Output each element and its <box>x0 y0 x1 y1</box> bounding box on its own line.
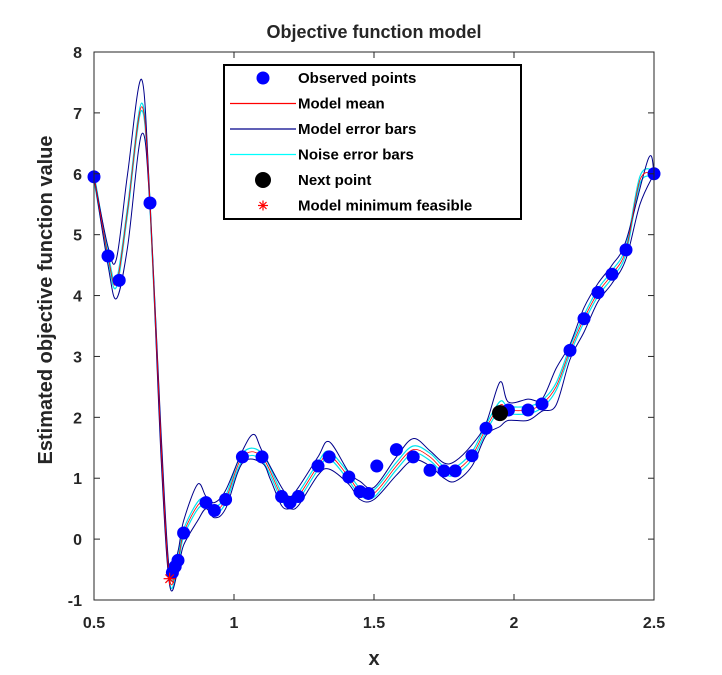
plot-area: 0.5 1 1.5 2 2.5 -1 0 1 2 3 4 5 6 7 8 <box>68 45 665 632</box>
observed-point <box>322 450 336 464</box>
legend-label: Model minimum feasible <box>298 198 472 215</box>
observed-point <box>591 286 605 300</box>
observed-point <box>479 421 493 435</box>
legend-label: Noise error bars <box>298 147 414 164</box>
legend-label: Observed points <box>298 70 416 87</box>
observed-point <box>465 449 479 463</box>
y-axis-label: Estimated objective function value <box>35 136 57 465</box>
y-tick-label: 0 <box>73 532 82 549</box>
y-tick-label: 3 <box>73 349 82 366</box>
y-tick-label: 6 <box>73 167 82 184</box>
observed-point <box>389 443 403 457</box>
observed-point <box>143 196 157 210</box>
model-error-lower-line <box>93 132 655 592</box>
y-tick-label: 1 <box>73 471 82 488</box>
legend-entry: Model mean <box>230 96 385 113</box>
observed-point <box>311 459 325 473</box>
observed-point <box>577 312 591 326</box>
x-tick-label: 2 <box>510 615 519 632</box>
observed-point <box>219 493 233 507</box>
legend-label: Model mean <box>298 96 385 113</box>
legend-entry: Observed points <box>256 70 416 87</box>
legend-entry: Model minimum feasible <box>258 198 472 215</box>
legend-entry: Next point <box>255 172 371 189</box>
observed-point <box>342 470 356 484</box>
legend-symbol <box>256 71 270 85</box>
legend-label: Model error bars <box>298 121 416 138</box>
x-tick-label: 1.5 <box>363 615 385 632</box>
legend-symbol <box>255 172 271 188</box>
observed-point <box>563 343 577 357</box>
observed-point <box>535 397 549 411</box>
observed-point <box>361 486 375 500</box>
observed-point <box>406 450 420 464</box>
observed-point <box>619 243 633 257</box>
observed-point <box>370 459 384 473</box>
y-tick-label: -1 <box>68 593 82 610</box>
y-tick-label: 4 <box>73 289 82 306</box>
y-tick-label: 8 <box>73 45 82 62</box>
markers-layer <box>87 167 661 585</box>
legend: Observed points Model mean Model error bar… <box>223 64 522 220</box>
model-minimum-feasible-marker <box>163 572 176 585</box>
x-axis-label: x <box>368 648 379 670</box>
next-point-marker <box>492 405 508 422</box>
observed-point <box>605 267 619 281</box>
observed-point <box>255 450 269 464</box>
model-error-upper-line <box>93 78 655 580</box>
observed-point <box>101 249 115 263</box>
legend-symbol <box>258 200 268 211</box>
observed-point <box>199 496 213 510</box>
observed-point <box>112 273 126 287</box>
observed-point <box>423 463 437 477</box>
x-tick-label: 2.5 <box>643 615 665 632</box>
x-tick-label: 0.5 <box>83 615 105 632</box>
x-tick-label: 1 <box>230 615 239 632</box>
y-tick-label: 2 <box>73 410 82 427</box>
observed-point <box>448 464 462 478</box>
observed-point <box>521 403 535 417</box>
y-tick-label: 5 <box>73 228 82 245</box>
legend-box <box>223 64 522 220</box>
x-axis-ticks: 0.5 1 1.5 2 2.5 <box>83 52 665 632</box>
y-axis-ticks: -1 0 1 2 3 4 5 6 7 8 <box>68 45 654 610</box>
observed-point <box>177 526 191 540</box>
observed-point <box>235 450 249 464</box>
y-tick-label: 7 <box>73 106 82 123</box>
chart-title: Objective function model <box>266 22 481 42</box>
legend-label: Next point <box>298 172 371 189</box>
observed-point <box>207 503 221 517</box>
observed-point <box>291 489 305 503</box>
legend-entry: Model error bars <box>230 121 416 138</box>
legend-entries: Observed points Model mean Model error bar… <box>230 70 472 215</box>
legend-entry: Noise error bars <box>230 147 414 164</box>
observed-point <box>171 553 185 567</box>
observed-point <box>437 464 451 478</box>
